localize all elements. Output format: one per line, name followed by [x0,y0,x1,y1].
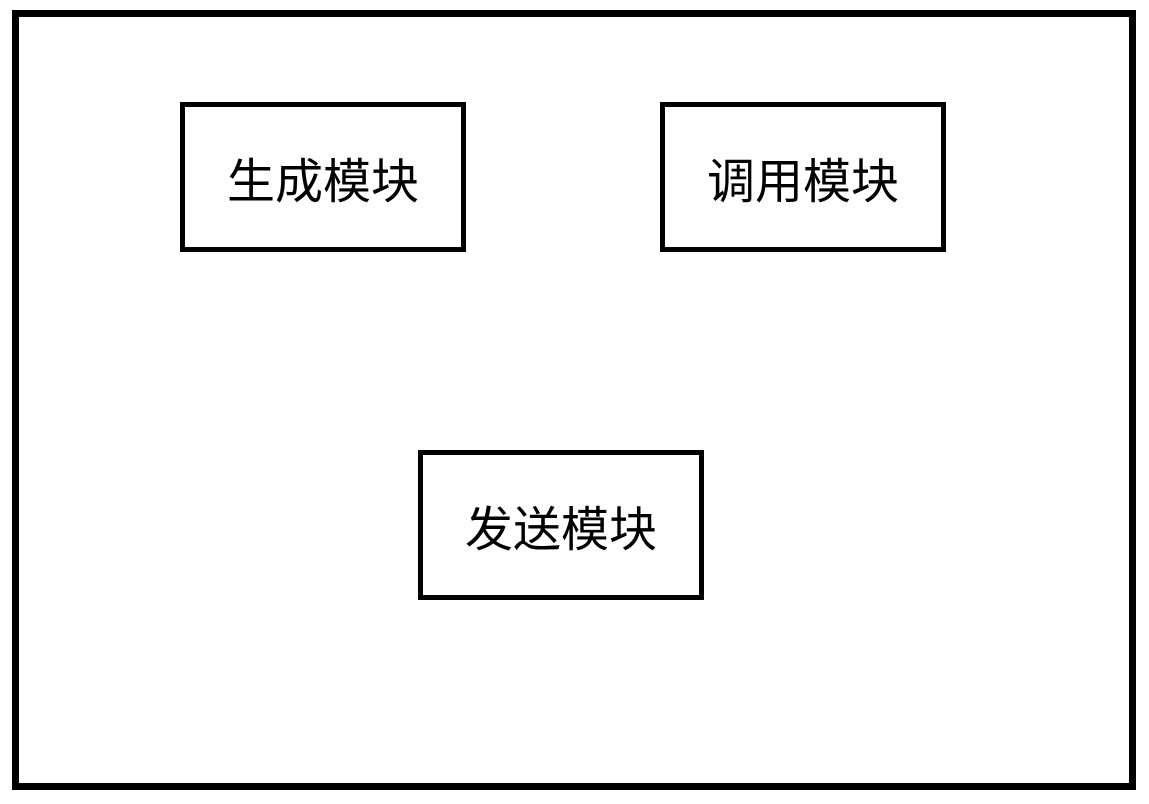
module-send: 发送模块 [418,450,704,600]
module-invoke: 调用模块 [660,102,946,252]
module-generate: 生成模块 [180,102,466,252]
module-generate-label: 生成模块 [227,142,419,212]
module-send-label: 发送模块 [465,490,657,560]
module-invoke-label: 调用模块 [707,142,899,212]
